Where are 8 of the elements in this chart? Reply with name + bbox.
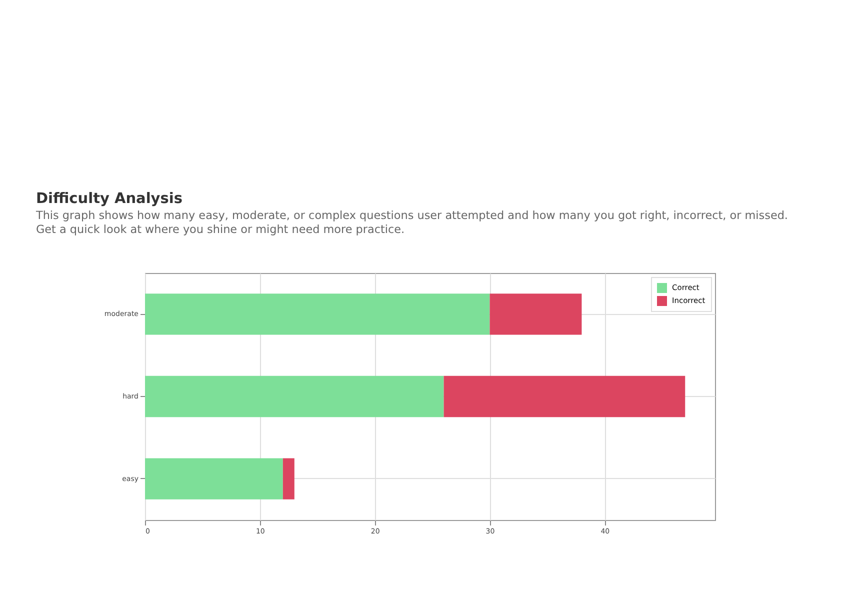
bar bbox=[145, 458, 283, 500]
bar bbox=[444, 376, 686, 418]
chart-subtitle: This graph shows how many easy, moderate, or complex questions user attempted and how many you got right, incorrect, or missed. Get a quick look at where you shine or might need more practice. bbox=[36, 209, 789, 236]
bar bbox=[282, 458, 294, 500]
bar bbox=[490, 294, 582, 335]
bar bbox=[145, 294, 490, 335]
chart-title: Difficulty Analysis bbox=[36, 191, 182, 207]
bar bbox=[145, 376, 444, 418]
